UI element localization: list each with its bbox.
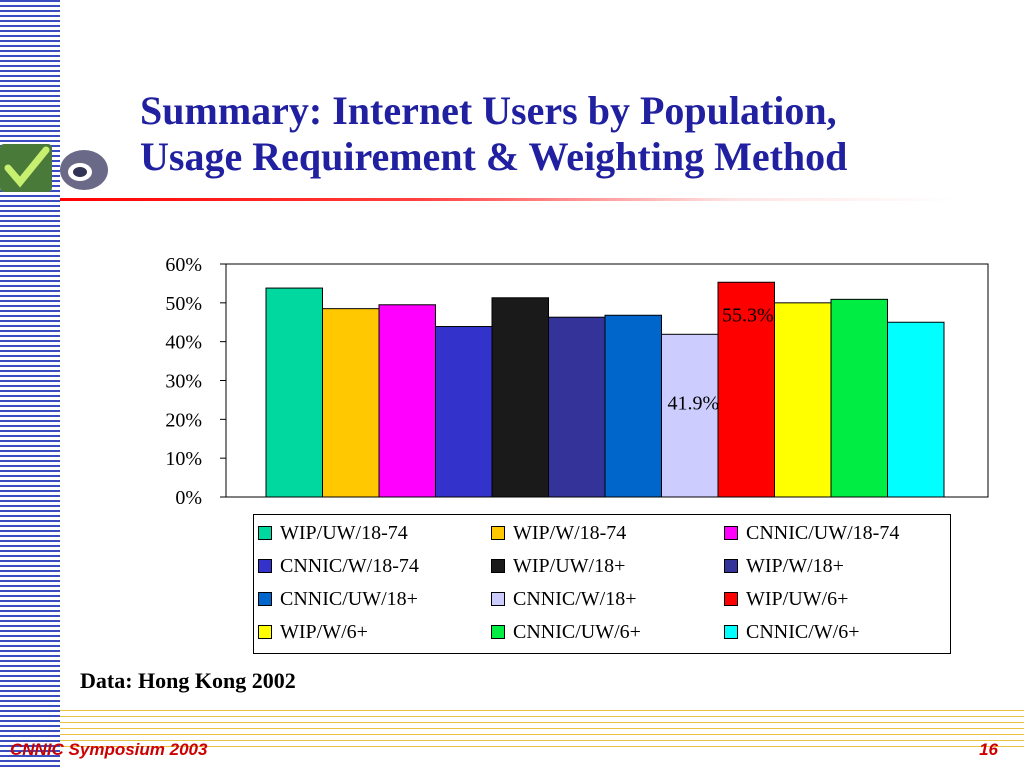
bar-wip-w-18- [548, 316, 606, 498]
bar-cnnic-w-6- [887, 321, 945, 498]
decorative-stripes [0, 0, 60, 768]
legend-label: CNNIC/UW/6+ [513, 620, 641, 643]
bar-cnnic-w-18- [661, 333, 719, 498]
y-tick-label: 10% [165, 448, 202, 470]
legend-item: CNNIC/W/18+ [491, 585, 637, 613]
legend-item: CNNIC/UW/6+ [491, 618, 641, 646]
legend-label: CNNIC/W/6+ [746, 620, 860, 643]
title-underline [60, 198, 960, 201]
bar-wip-uw-6- [717, 281, 775, 498]
legend-item: CNNIC/W/6+ [724, 618, 860, 646]
legend-swatch [258, 559, 272, 573]
legend-label: CNNIC/UW/18+ [280, 587, 418, 610]
logo-icon [0, 144, 108, 192]
bar-cnnic-uw-6- [830, 298, 888, 498]
title-line-1: Summary: Internet Users by Population, [140, 88, 837, 133]
bar-wip-uw-18-74 [265, 287, 323, 498]
legend-item: WIP/UW/18+ [491, 552, 625, 580]
annotations-group: 55.3% 41.9% [668, 304, 774, 414]
y-tick-label: 50% [165, 293, 202, 315]
y-tick-label: 0% [175, 487, 202, 509]
footer-decoration [60, 710, 1024, 750]
legend-label: WIP/W/18-74 [513, 521, 627, 544]
legend-label: WIP/UW/6+ [746, 587, 849, 610]
data-label: 55.3% [722, 304, 774, 326]
title-line-2: Usage Requirement & Weighting Method [140, 134, 848, 179]
legend-swatch [258, 625, 272, 639]
legend-item: WIP/UW/6+ [724, 585, 848, 613]
bar-wip-w-6- [774, 302, 832, 498]
data-label: 41.9% [668, 392, 720, 414]
legend-label: CNNIC/W/18-74 [280, 554, 419, 577]
legend-swatch [724, 526, 738, 540]
y-tick-label: 40% [165, 332, 202, 354]
bar-cnnic-uw-18-74 [378, 304, 436, 498]
legend-swatch [491, 625, 505, 639]
footer-event-name: CNNIC Symposium 2003 [10, 740, 208, 759]
legend-item: WIP/W/6+ [258, 618, 368, 646]
bars-group [265, 281, 945, 498]
legend-label: WIP/UW/18-74 [280, 521, 408, 544]
legend-label: WIP/W/18+ [746, 554, 844, 577]
legend-swatch [258, 526, 272, 540]
legend-item: WIP/UW/18-74 [258, 519, 408, 547]
legend-label: CNNIC/W/18+ [513, 587, 637, 610]
bar-cnnic-uw-18- [604, 314, 662, 498]
legend-swatch [491, 592, 505, 606]
legend-item: CNNIC/UW/18-74 [724, 519, 899, 547]
legend-swatch [491, 559, 505, 573]
legend-item: WIP/W/18+ [724, 552, 844, 580]
y-tick-label: 20% [165, 409, 202, 431]
legend-swatch [724, 559, 738, 573]
bar-wip-w-18-74 [322, 308, 380, 498]
legend-swatch [724, 592, 738, 606]
legend-label: CNNIC/UW/18-74 [746, 521, 900, 544]
legend-label: WIP/UW/18+ [513, 554, 626, 577]
bar-wip-uw-18- [491, 297, 549, 498]
y-tick-label: 30% [165, 371, 202, 393]
data-source-note: Data: Hong Kong 2002 [80, 668, 296, 693]
y-axis: 0% 10% 20% 30% 40% 50% 60% [165, 254, 226, 509]
page-number: 16 [979, 740, 998, 759]
legend-item: CNNIC/UW/18+ [258, 585, 418, 613]
chart-legend: WIP/UW/18-74 WIP/W/18-74 CNNIC/UW/18-74 CNN… [253, 514, 951, 654]
y-tick-label: 60% [165, 254, 202, 276]
page-title: Summary: Internet Users by Population, U… [140, 88, 1000, 180]
legend-swatch [258, 592, 272, 606]
legend-label: WIP/W/6+ [280, 620, 368, 643]
legend-item: WIP/W/18-74 [491, 519, 626, 547]
legend-swatch [724, 625, 738, 639]
bar-cnnic-w-18-74 [435, 326, 493, 498]
legend-item: CNNIC/W/18-74 [258, 552, 419, 580]
legend-swatch [491, 526, 505, 540]
